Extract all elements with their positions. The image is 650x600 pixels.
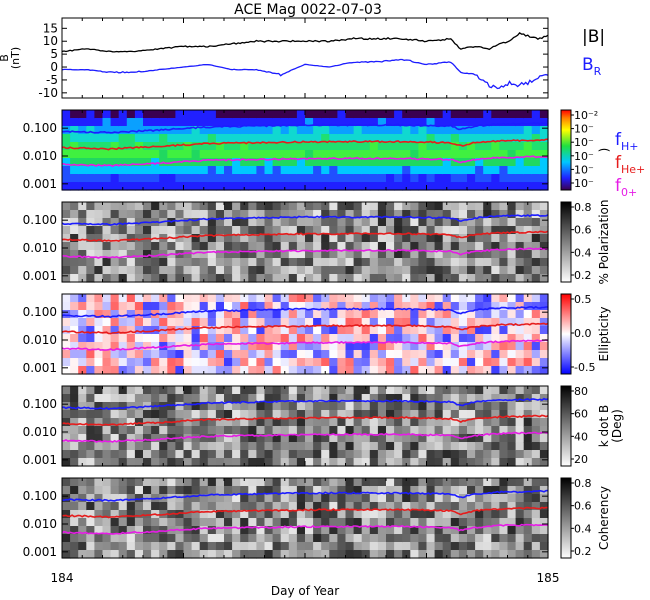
colorbar-tick-ellipticity: 0.5 <box>574 293 592 306</box>
x-axis-label: Day of Year <box>271 584 339 598</box>
gyro-line-he-spectral <box>61 138 548 151</box>
y-tick-label-ellipticity: 0.001 <box>23 361 57 375</box>
colorbar-tick-polarization: 0.4 <box>574 246 592 259</box>
y-tick-label-coherency: 0.010 <box>23 517 57 531</box>
colorbar-label-spectral: ) <box>597 148 611 153</box>
y-tick-label-kdotb: 0.010 <box>23 425 57 439</box>
gyro-line-he-ellipticity <box>61 322 549 335</box>
gyro-legend: fH+ fHe+ f0+ <box>615 130 645 199</box>
colorbar-kdotb: 80 60 40 20 k dot B (Deg) <box>560 385 624 467</box>
colorbar-tick-coherency: 0.6 <box>574 500 592 513</box>
colorbar-spectral: 10⁻²10⁻10⁻10⁻10⁻10⁻) <box>560 109 611 191</box>
x-tick-label-start: 184 <box>51 571 74 585</box>
y-tick-label-polarization: 0.100 <box>23 213 57 227</box>
gyro-line-h-polarization <box>61 214 549 226</box>
spectrogram-polarization <box>62 202 549 283</box>
colorbar-tick-kdotb: 60 <box>574 408 588 421</box>
colorbar-tick-spectral: 10⁻ <box>574 150 594 163</box>
gyro-line-h-coherency <box>61 489 549 502</box>
colorbar-tick-spectral: 10⁻ <box>574 177 594 190</box>
spectrogram-coherency <box>62 478 549 559</box>
panel-coherency: 0.100 0.010 0.001 0.8 0.6 0.4 0.2 Coherency <box>23 477 611 559</box>
gyro-line-h-spectral <box>62 122 549 134</box>
spectrogram-ellipticity <box>62 294 549 375</box>
legend-mag-br: BR <box>582 55 602 78</box>
colorbar-tick-spectral: 10⁻ <box>574 163 594 176</box>
legend-fhe: fHe+ <box>615 153 645 176</box>
colorbar-coherency: 0.8 0.6 0.4 0.2 Coherency <box>560 477 611 559</box>
y-tick-label-mag: 0 <box>50 60 58 74</box>
colorbar-tick-coherency: 0.4 <box>574 522 592 535</box>
colorbar-label-kdotb: (Deg) <box>610 409 624 443</box>
colorbar-label-ellipticity: Ellipticity <box>597 307 611 362</box>
colorbar-label-coherency: Coherency <box>597 486 611 550</box>
spectrogram-kdotb <box>62 386 549 467</box>
colorbar-tick-spectral: 10⁻ <box>574 136 594 149</box>
legend-fh: fH+ <box>615 130 639 153</box>
y-tick-label-spectral: 0.100 <box>23 121 57 135</box>
colorbar-tick-kdotb: 40 <box>574 430 588 443</box>
legend-mag-b: |B| <box>582 27 605 47</box>
colorbar-label-polarization: % Polarization <box>597 200 611 285</box>
gyro-line-o-ellipticity <box>61 339 549 351</box>
y-tick-label-ellipticity: 0.010 <box>23 333 57 347</box>
colorbar-tick-spectral: 10⁻ <box>574 123 594 136</box>
colorbar-tick-ellipticity: 0.0 <box>574 327 592 340</box>
gyro-line-o-kdotb <box>61 431 549 443</box>
colorbar-tick-spectral: 10⁻² <box>574 109 598 122</box>
series-line-b-magnitude <box>61 32 549 53</box>
y-axis-label-mag: (nT) <box>9 47 22 69</box>
y-tick-label-polarization: 0.010 <box>23 241 57 255</box>
y-tick-label-mag: 5 <box>50 47 58 61</box>
mag-legend: |B| BR <box>582 27 605 78</box>
y-tick-label-kdotb: 0.100 <box>23 397 57 411</box>
gyro-line-he-kdotb <box>61 414 549 427</box>
y-tick-label-polarization: 0.001 <box>23 269 57 283</box>
y-tick-label-mag: 10 <box>43 34 58 48</box>
y-tick-label-spectral: 0.010 <box>23 149 57 163</box>
colorbar-tick-polarization: 0.8 <box>574 201 592 214</box>
gyro-line-h-kdotb <box>61 397 549 411</box>
panel-kdotb: 0.100 0.010 0.001 80 60 40 20 k dot B (Deg) <box>23 385 624 467</box>
y-axis-label-mag: B <box>0 54 11 62</box>
series-line-br <box>61 58 549 90</box>
gyro-line-o-polarization <box>61 247 549 259</box>
colorbar-tick-kdotb: 80 <box>574 385 588 398</box>
gyro-line-he-coherency <box>62 506 548 519</box>
spectrogram-spectral <box>62 110 549 191</box>
colorbar-tick-ellipticity: -0.5 <box>574 361 595 374</box>
colorbar-tick-kdotb: 20 <box>574 453 588 466</box>
gyro-line-h-ellipticity <box>61 305 548 319</box>
y-tick-label-kdotb: 0.001 <box>23 453 57 467</box>
colorbar-tick-coherency: 0.8 <box>574 477 592 490</box>
gyro-line-o-spectral <box>61 155 549 168</box>
y-tick-label-coherency: 0.100 <box>23 489 57 503</box>
y-tick-label-mag: -10 <box>38 86 58 100</box>
y-tick-label-mag: 15 <box>43 21 58 35</box>
gyro-line-o-coherency <box>61 523 549 535</box>
y-tick-label-ellipticity: 0.100 <box>23 305 57 319</box>
x-tick-label-end: 185 <box>537 571 560 585</box>
colorbar-tick-polarization: 0.2 <box>574 269 592 282</box>
y-tick-label-coherency: 0.001 <box>23 545 57 559</box>
y-tick-label-mag: -5 <box>46 73 58 87</box>
colorbar-tick-polarization: 0.6 <box>574 224 592 237</box>
legend-fo: f0+ <box>615 176 637 199</box>
y-tick-label-spectral: 0.001 <box>23 177 57 191</box>
gyro-line-he-polarization <box>61 230 549 243</box>
colorbar-polarization: 0.8 0.6 0.4 0.2 % Polarization <box>560 200 611 285</box>
colorbar-tick-coherency: 0.2 <box>574 545 592 558</box>
colorbar-label-kdotb: k dot B <box>597 405 611 447</box>
chart-title: ACE Mag 0022-07-03 <box>234 2 382 18</box>
panel-polarization: 0.100 0.010 0.001 0.8 0.6 0.4 0.2 % Polarizatio… <box>23 200 611 285</box>
